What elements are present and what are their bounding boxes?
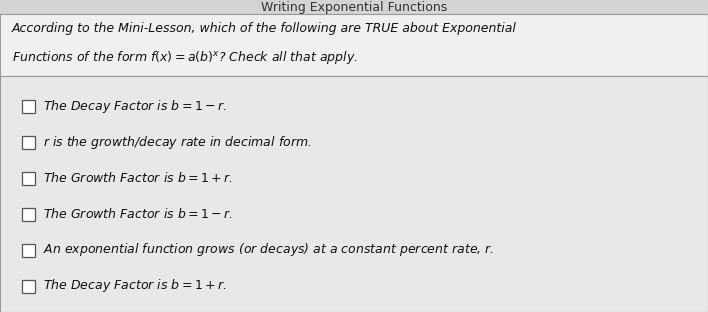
Bar: [22, 172, 35, 184]
Bar: [22, 207, 35, 221]
Text: An exponential function grows (or decays) at a constant percent rate, $r$.: An exponential function grows (or decays…: [43, 241, 494, 259]
Text: The Decay Factor is $b = 1 - r$.: The Decay Factor is $b = 1 - r$.: [43, 98, 227, 115]
Text: Functions of the form $f(x) = a(b)^x$? Check all that apply.: Functions of the form $f(x) = a(b)^x$? C…: [12, 49, 358, 66]
Bar: [22, 280, 35, 292]
Text: According to the Mini-Lesson, which of the following are TRUE about Exponential: According to the Mini-Lesson, which of t…: [12, 22, 517, 35]
Bar: [0, 0, 708, 14]
Text: $r$ is the growth/decay rate in decimal form.: $r$ is the growth/decay rate in decimal …: [43, 134, 312, 150]
Text: The Growth Factor is $b = 1 - r$.: The Growth Factor is $b = 1 - r$.: [43, 207, 233, 221]
Bar: [0, 76, 708, 312]
Text: Writing Exponential Functions: Writing Exponential Functions: [261, 1, 447, 13]
Text: The Growth Factor is $b = 1 + r$.: The Growth Factor is $b = 1 + r$.: [43, 171, 233, 185]
Bar: [22, 135, 35, 149]
Text: The Decay Factor is $b = 1 + r$.: The Decay Factor is $b = 1 + r$.: [43, 277, 227, 295]
Bar: [22, 243, 35, 256]
Bar: [0, 14, 708, 76]
Bar: [22, 100, 35, 113]
